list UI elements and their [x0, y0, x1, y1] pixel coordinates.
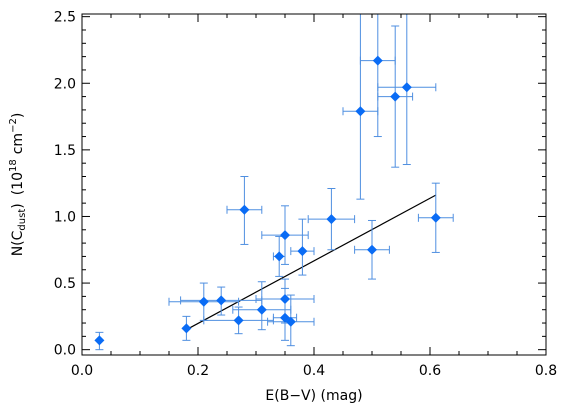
x-axis-title: E(B−V) (mag): [265, 388, 362, 404]
data-point: [430, 212, 441, 223]
errorbar: [359, 14, 396, 138]
data-point: [274, 251, 285, 262]
data-point: [233, 315, 244, 326]
data-point: [94, 335, 105, 346]
data-point: [280, 294, 290, 305]
errorbar-layer: [95, 14, 454, 351]
data-points-layer: [94, 55, 441, 346]
data-point: [372, 55, 383, 66]
y-axis-title: N(Cdust) (1018 cm−2): [8, 113, 28, 257]
y-axis-title-sup1: 18: [8, 159, 19, 172]
y-tick-label: 1.5: [54, 143, 76, 159]
y-tick-label: 2.5: [54, 10, 76, 26]
y-tick-label: 2.0: [54, 76, 76, 92]
x-tick-label: 0.8: [535, 363, 557, 379]
data-point: [216, 295, 227, 306]
y-axis-title-unit2: cm: [10, 133, 26, 154]
linear-fit-line: [186, 194, 437, 331]
y-axis-title-close: ): [10, 203, 26, 208]
data-point: [390, 91, 401, 102]
data-point: [367, 244, 377, 255]
x-tick-label: 0.4: [303, 363, 325, 379]
errorbar: [342, 14, 379, 200]
data-point: [256, 304, 267, 315]
y-axis-title-main: N(C: [10, 230, 26, 256]
tick-labels-layer: 0.0 0.2 0.4 0.6 0.8 0.0 0.5 1.0 1.5 2.0 2.5: [54, 10, 557, 379]
y-axis-title-sup2: −2: [8, 118, 19, 133]
data-point: [280, 230, 290, 241]
data-point: [285, 316, 296, 327]
axis-ticks-layer: [81, 14, 547, 355]
y-tick-label: 0.0: [54, 343, 76, 359]
x-tick-label: 0.2: [187, 363, 209, 379]
data-point: [181, 323, 192, 334]
y-axis-title-sub: dust: [17, 209, 28, 231]
y-axis-title-end: ): [10, 113, 26, 118]
data-point: [239, 204, 250, 215]
data-point: [355, 106, 366, 117]
data-point: [297, 246, 308, 257]
y-axis-title-unit: (10: [10, 172, 26, 195]
data-point: [401, 82, 412, 93]
fit-line-layer: [186, 194, 437, 331]
y-tick-label: 1.0: [54, 209, 76, 225]
y-tick-label: 0.5: [54, 276, 76, 292]
x-tick-label: 0.6: [419, 363, 441, 379]
x-tick-label: 0.0: [71, 363, 93, 379]
data-point: [326, 214, 337, 225]
plot-frame: [81, 13, 547, 356]
data-point: [198, 296, 209, 307]
